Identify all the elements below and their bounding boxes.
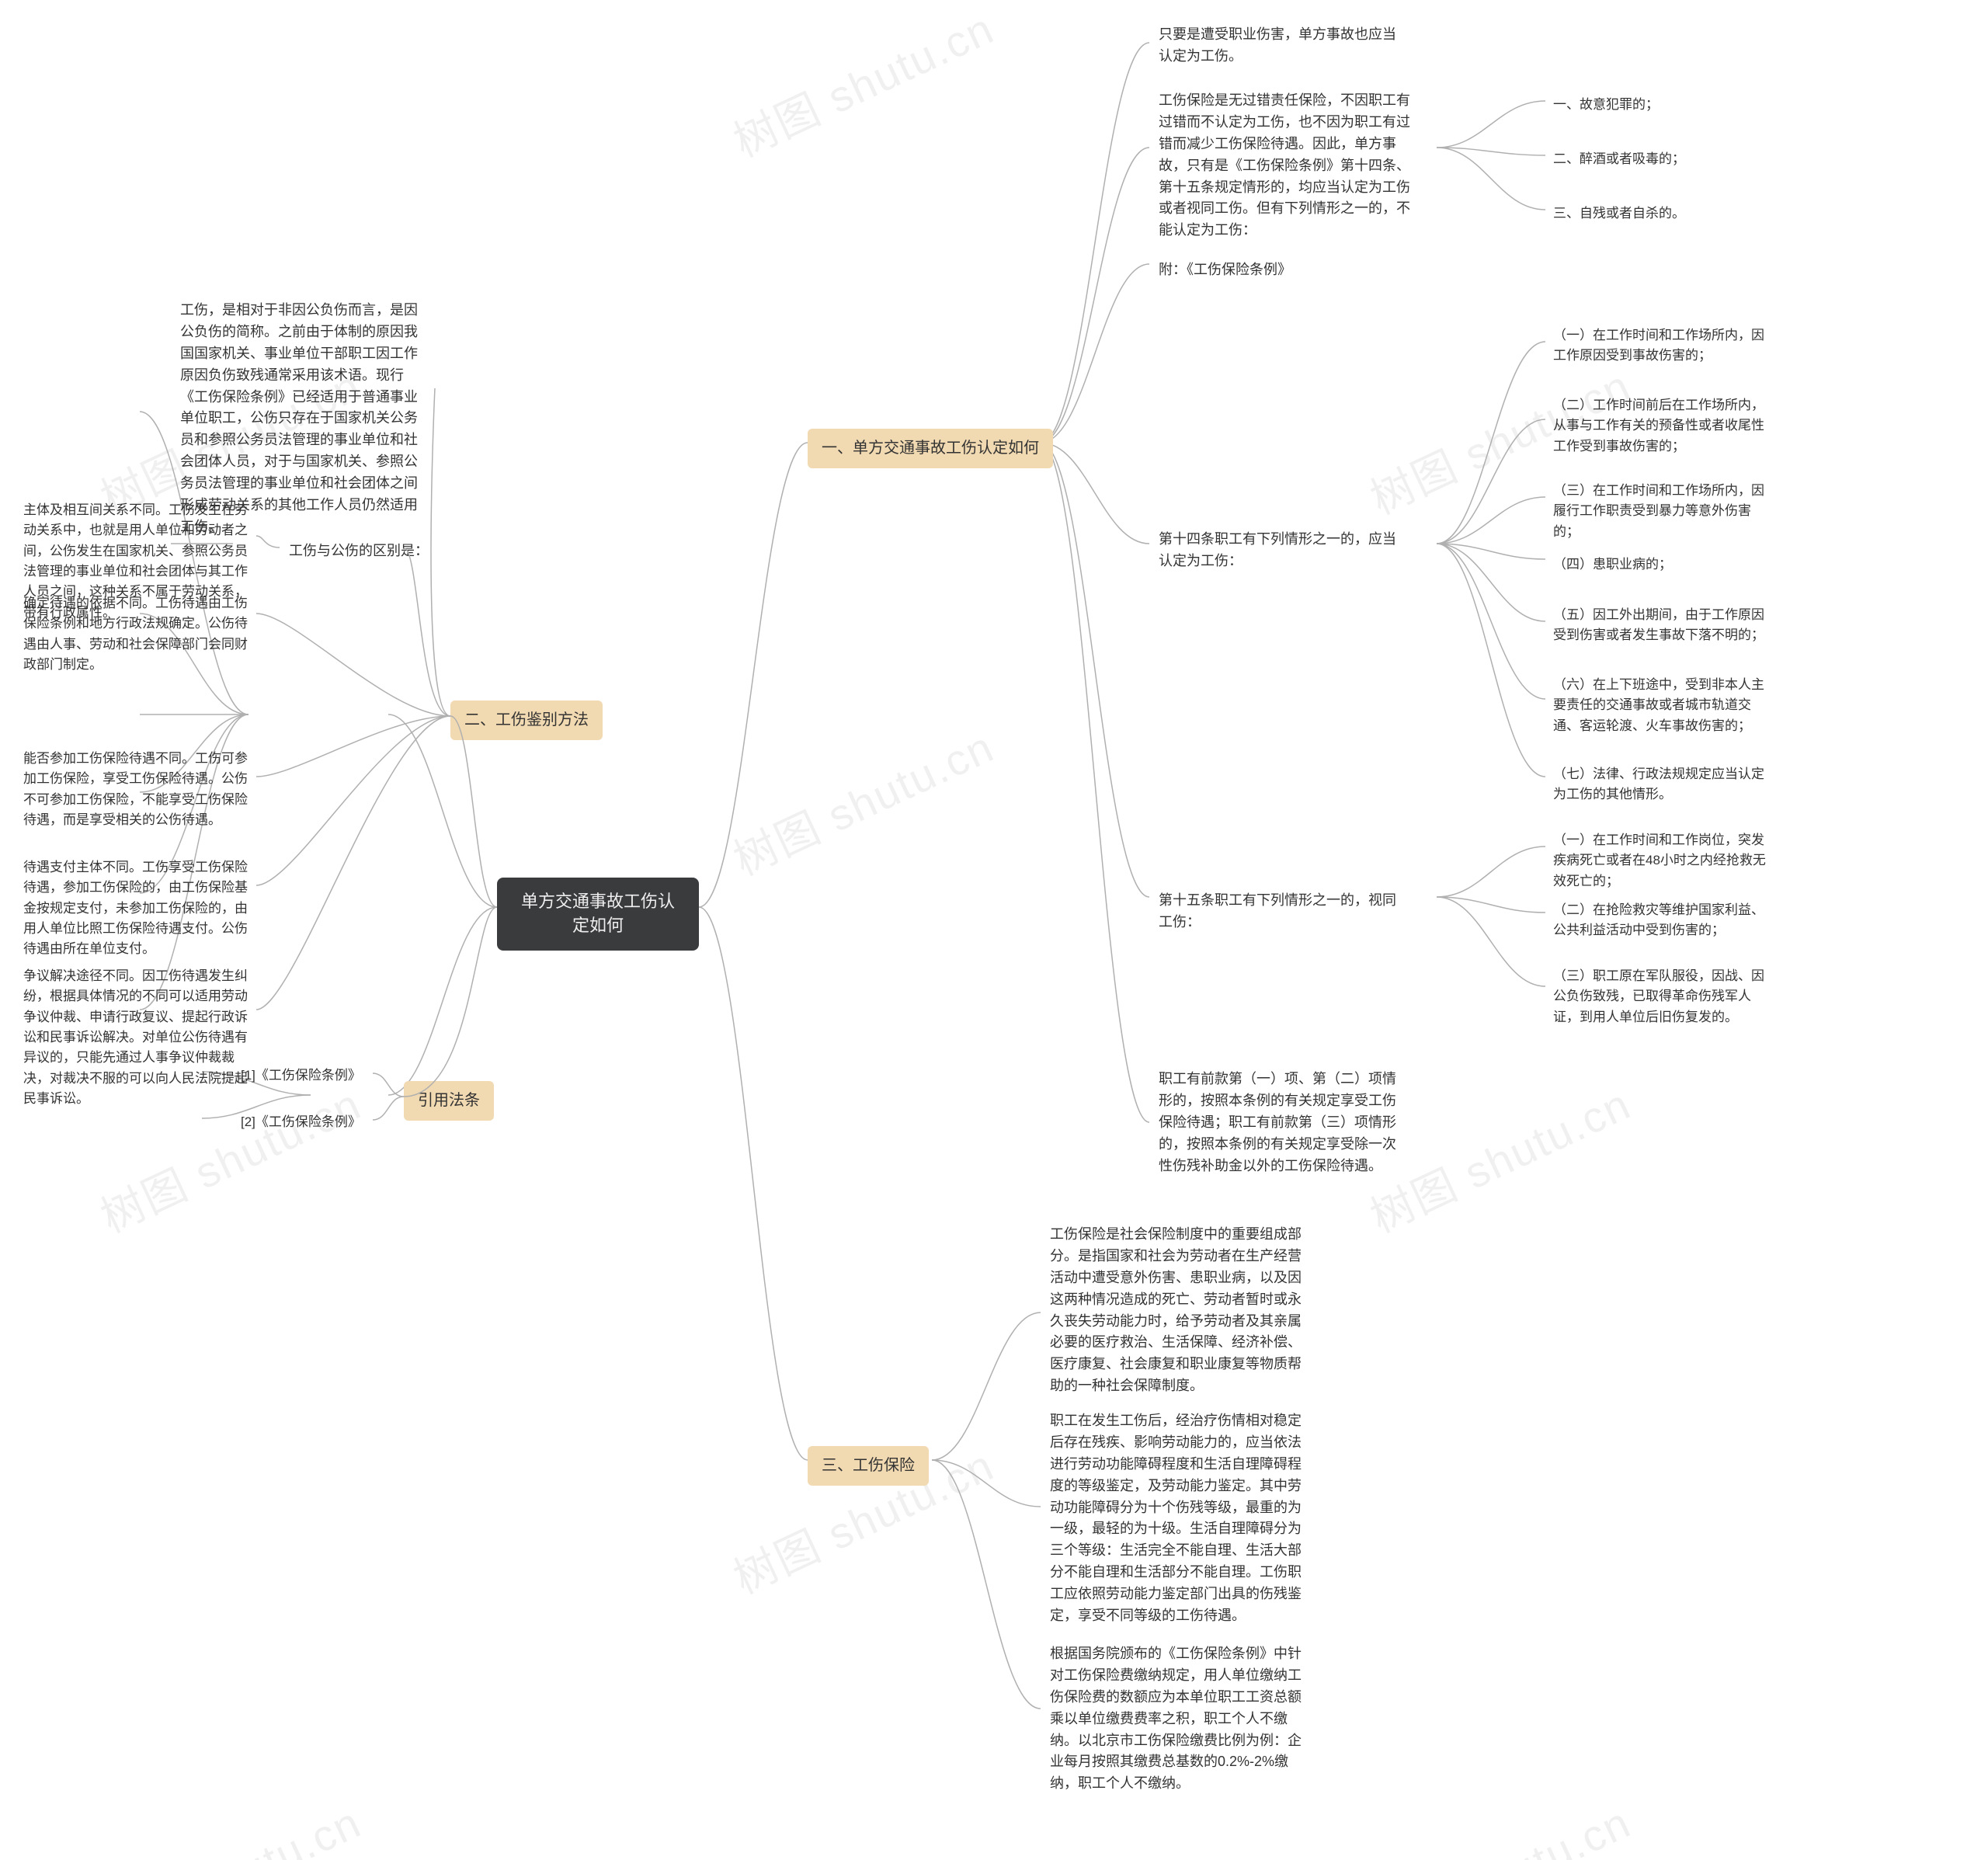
branch-ref: 引用法条: [404, 1081, 494, 1121]
branch-1: 一、单方交通事故工伤认定如何: [808, 429, 1053, 468]
b2-leaf-4: 待遇支付主体不同。工伤享受工伤保险待遇，参加工伤保险的，由工伤保险基金按规定支付…: [16, 854, 256, 963]
b1-sub-4-leaf-2: （二）工作时间前后在工作场所内，从事与工作有关的预备性或者收尾性工作受到事故伤害…: [1545, 392, 1778, 460]
b3-sub-1: 工伤保险是社会保险制度中的重要组成部分。是指国家和社会为劳动者在生产经营活动中遭…: [1041, 1219, 1320, 1402]
b1-sub-5-leaf-3: （三）职工原在军队服役，因战、因公负伤致残，已取得革命伤残军人证，到用人单位后旧…: [1545, 963, 1778, 1031]
ref-leaf-1: [1]《工伤保险条例》: [233, 1062, 369, 1089]
b1-sub-4: 第十四条职工有下列情形之一的，应当认定为工伤：: [1149, 524, 1413, 577]
b1-sub-3: 附：《工伤保险条例》: [1149, 255, 1413, 286]
b1-sub-2-leaf-2: 二、醉酒或者吸毒的；: [1545, 146, 1747, 172]
b1-sub-4-leaf-5: （五）因工外出期间，由于工作原因受到伤害或者发生事故下落不明的；: [1545, 602, 1778, 649]
b2-leaf-3: 能否参加工伤保险待遇不同。工伤可参加工伤保险，享受工伤保险待遇。公伤不可参加工伤…: [16, 746, 256, 833]
b2-leaf-5: 争议解决途径不同。因工伤待遇发生纠纷，根据具体情况的不同可以适用劳动争议仲裁、申…: [16, 963, 256, 1112]
ref-leaf-2: [2]《工伤保险条例》: [233, 1109, 369, 1135]
watermark: 树图 shutu.cn: [1359, 1788, 1640, 1860]
b1-sub-1: 只要是遭受职业伤害，单方事故也应当认定为工伤。: [1149, 19, 1413, 72]
b1-sub-6: 职工有前款第（一）项、第（二）项情形的，按照本条例的有关规定享受工伤保险待遇；职…: [1149, 1064, 1413, 1181]
b1-sub-4-leaf-6: （六）在上下班途中，受到非本人主要责任的交通事故或者城市轨道交通、客运轮渡、火车…: [1545, 672, 1778, 739]
watermark: 树图 shutu.cn: [722, 0, 1003, 170]
b3-sub-2: 职工在发生工伤后，经治疗伤情相对稳定后存在残疾、影响劳动能力的，应当依法进行劳动…: [1041, 1406, 1320, 1632]
b1-sub-4-leaf-4: （四）患职业病的；: [1545, 551, 1778, 578]
b3-sub-3: 根据国务院颁布的《工伤保险条例》中针对工伤保险费缴纳规定，用人单位缴纳工伤保险费…: [1041, 1639, 1320, 1799]
b2-head: 工伤与公伤的区别是：: [280, 536, 438, 567]
branch-3: 三、工伤保险: [808, 1446, 929, 1486]
branch-2: 二、工伤鉴别方法: [450, 701, 603, 740]
b1-sub-2-leaf-3: 三、自残或者自杀的。: [1545, 200, 1747, 227]
b2-leaf-2: 确定待遇的依据不同。工伤待遇由工伤保险条例和地方行政法规确定。公伤待遇由人事、劳…: [16, 590, 256, 678]
b1-sub-5-leaf-1: （一）在工作时间和工作岗位，突发疾病死亡或者在48小时之内经抢救无效死亡的；: [1545, 827, 1778, 895]
b1-sub-2: 工伤保险是无过错责任保险，不因职工有过错而不认定为工伤，也不因为职工有过错而减少…: [1149, 85, 1429, 246]
b1-sub-4-leaf-1: （一）在工作时间和工作场所内，因工作原因受到事故伤害的；: [1545, 322, 1778, 370]
root-node: 单方交通事故工伤认定如何: [497, 878, 699, 951]
watermark: 树图 shutu.cn: [722, 712, 1003, 888]
b1-sub-2-leaf-1: 一、故意犯罪的；: [1545, 92, 1747, 118]
b1-sub-4-leaf-3: （三）在工作时间和工作场所内，因履行工作职责受到暴力等意外伤害的；: [1545, 478, 1778, 545]
watermark: 树图 shutu.cn: [89, 1788, 370, 1860]
b1-sub-5-leaf-2: （二）在抢险救灾等维护国家利益、公共利益活动中受到伤害的；: [1545, 897, 1778, 944]
b1-sub-4-leaf-7: （七）法律、行政法规规定应当认定为工伤的其他情形。: [1545, 761, 1778, 808]
b1-sub-5: 第十五条职工有下列情形之一的，视同工伤：: [1149, 885, 1413, 938]
